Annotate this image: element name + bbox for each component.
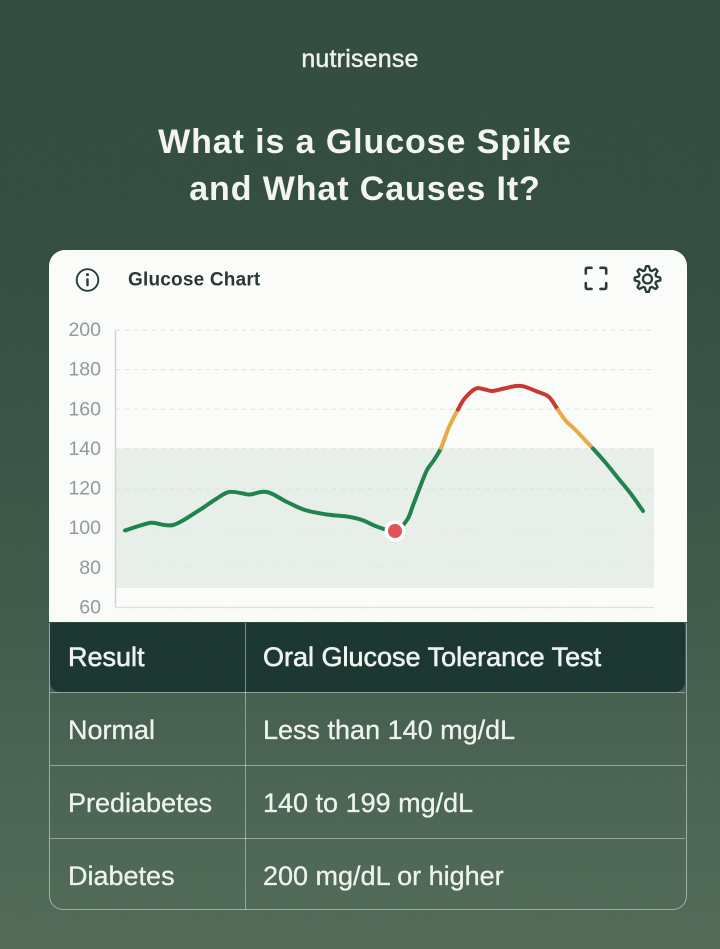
svg-text:140: 140 bbox=[68, 438, 101, 460]
svg-text:100: 100 bbox=[68, 517, 101, 539]
svg-text:60: 60 bbox=[79, 597, 101, 619]
svg-text:180: 180 bbox=[68, 359, 101, 381]
svg-text:80: 80 bbox=[79, 557, 101, 579]
svg-text:200: 200 bbox=[68, 319, 101, 341]
svg-text:120: 120 bbox=[68, 478, 101, 500]
svg-text:160: 160 bbox=[68, 398, 101, 420]
svg-text:Glucose Chart: Glucose Chart bbox=[128, 270, 261, 291]
